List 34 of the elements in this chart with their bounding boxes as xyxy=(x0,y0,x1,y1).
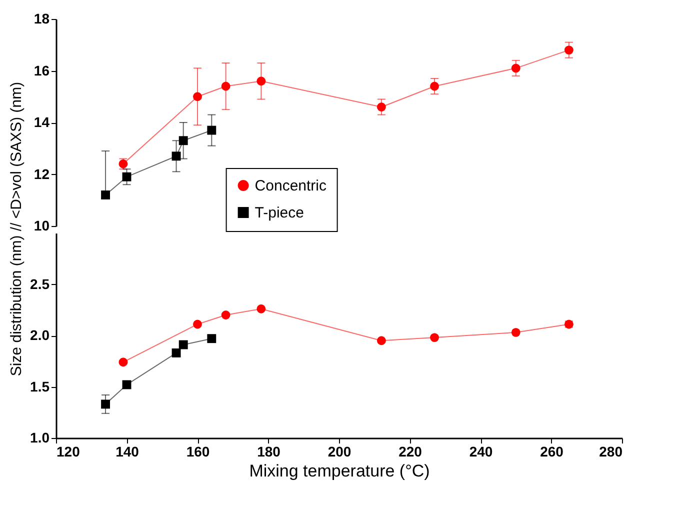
x-tick-label: 120 xyxy=(56,444,80,460)
point xyxy=(178,136,188,146)
point xyxy=(256,76,266,86)
y-tick-label: 2.5 xyxy=(30,276,50,292)
x-tick-label: 280 xyxy=(599,444,623,460)
y-axis-title: Size distribution (nm) // <D>vol (SAXS) (nm) xyxy=(8,82,25,376)
point xyxy=(101,190,110,200)
point xyxy=(193,92,202,102)
y-tick-label: 1.5 xyxy=(30,378,50,394)
x-tick-label: 220 xyxy=(398,444,422,460)
y-tick-label: 1.0 xyxy=(30,430,50,446)
point xyxy=(221,82,230,91)
point xyxy=(430,82,439,91)
x-tick-label: 180 xyxy=(257,444,281,460)
x-tick-label: 240 xyxy=(469,444,493,460)
point xyxy=(122,172,132,182)
legend-label: Concentric xyxy=(254,178,327,195)
y-tick-label: 16 xyxy=(34,62,50,78)
x-tick-label: 140 xyxy=(116,444,140,460)
point xyxy=(376,102,386,112)
x-axis-title: Mixing temperature (°C) xyxy=(249,462,430,480)
legend-label: T-piece xyxy=(254,204,304,222)
point xyxy=(564,46,574,55)
y-tick-label: 18 xyxy=(34,10,50,26)
y-tick-label: 10 xyxy=(34,218,50,234)
x-tick-label: 200 xyxy=(328,444,352,460)
point xyxy=(511,64,520,73)
y-tick-label: 2.0 xyxy=(30,327,50,343)
y-tick-label: 14 xyxy=(34,114,50,130)
y-tick-label: 12 xyxy=(34,166,50,182)
x-tick-label: 260 xyxy=(540,444,564,460)
point xyxy=(172,152,181,161)
x-tick-label: 160 xyxy=(186,444,210,460)
point xyxy=(207,126,216,135)
